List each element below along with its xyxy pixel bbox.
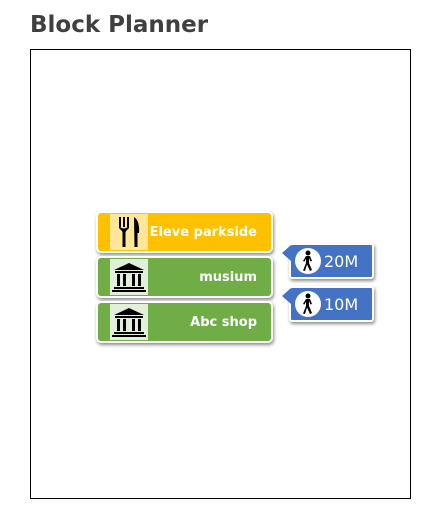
block-eleve-parkside[interactable]: Eleve parkside [96,211,273,253]
walk-connector-10m[interactable]: 10M [282,286,374,322]
block-abc-shop[interactable]: Abc shop [96,301,273,343]
callout-pointer [282,245,291,261]
walk-distance: 10M [324,294,359,314]
page-title: Block Planner [30,12,209,38]
walking-person-icon [295,291,321,317]
block-label: Eleve parkside [149,224,257,240]
museum-icon [110,259,148,295]
block-musium[interactable]: musium [96,256,273,298]
museum-icon [110,304,148,340]
walk-connector-20m[interactable]: 20M [282,243,374,279]
walk-distance: 20M [324,251,359,271]
block-label: Abc shop [190,314,257,330]
fork-knife-icon [110,214,148,250]
walking-person-icon [295,248,321,274]
block-label: musium [199,269,257,285]
callout-pointer [282,288,291,304]
